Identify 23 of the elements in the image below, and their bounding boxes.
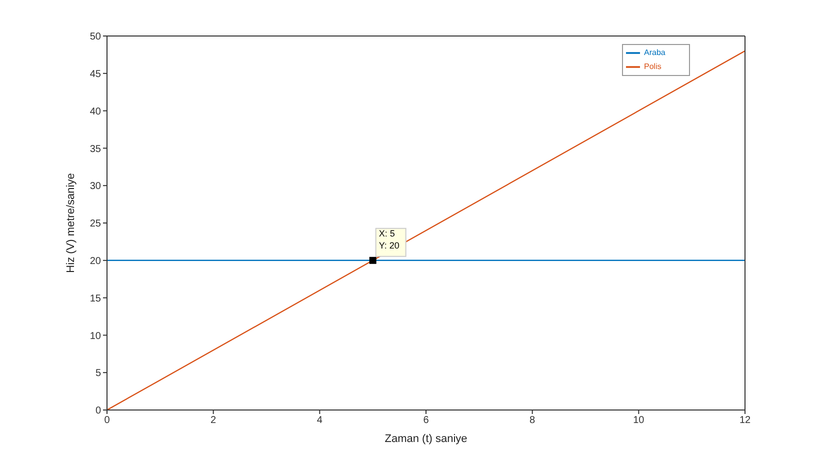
y-tick-label: 5 <box>95 368 102 380</box>
legend-label: Araba <box>644 48 666 58</box>
x-axis-title: Zaman (t) saniye <box>384 433 468 445</box>
y-tick-label: 30 <box>90 181 102 192</box>
annotation: X: 5 Y: 20 <box>378 228 400 250</box>
x-tick-label: 8 <box>530 415 536 426</box>
y-tick-label: 35 <box>90 144 102 155</box>
y-tick-label: 50 <box>90 32 102 43</box>
x-tick-label: 10 <box>633 415 645 426</box>
x-tick-label: 2 <box>210 415 217 426</box>
x-tick-label: 12 <box>739 415 751 426</box>
y-tick-label: 10 <box>90 330 102 342</box>
x-tick-label: 6 <box>423 415 430 426</box>
y-tick-label: 0 <box>95 406 102 417</box>
y-tick-label: 20 <box>90 256 102 267</box>
y-tick-label: 40 <box>90 106 102 118</box>
y-tick-label: 25 <box>90 218 102 230</box>
x-tick-label: 4 <box>316 415 323 426</box>
legend-label: Polis <box>644 62 662 72</box>
y-tick-label: 15 <box>90 293 102 304</box>
y-tick-label: 45 <box>90 68 102 80</box>
x-tick-label: 0 <box>104 415 110 426</box>
y-axis-title: Hiz (V) metre/saniye <box>64 173 77 273</box>
